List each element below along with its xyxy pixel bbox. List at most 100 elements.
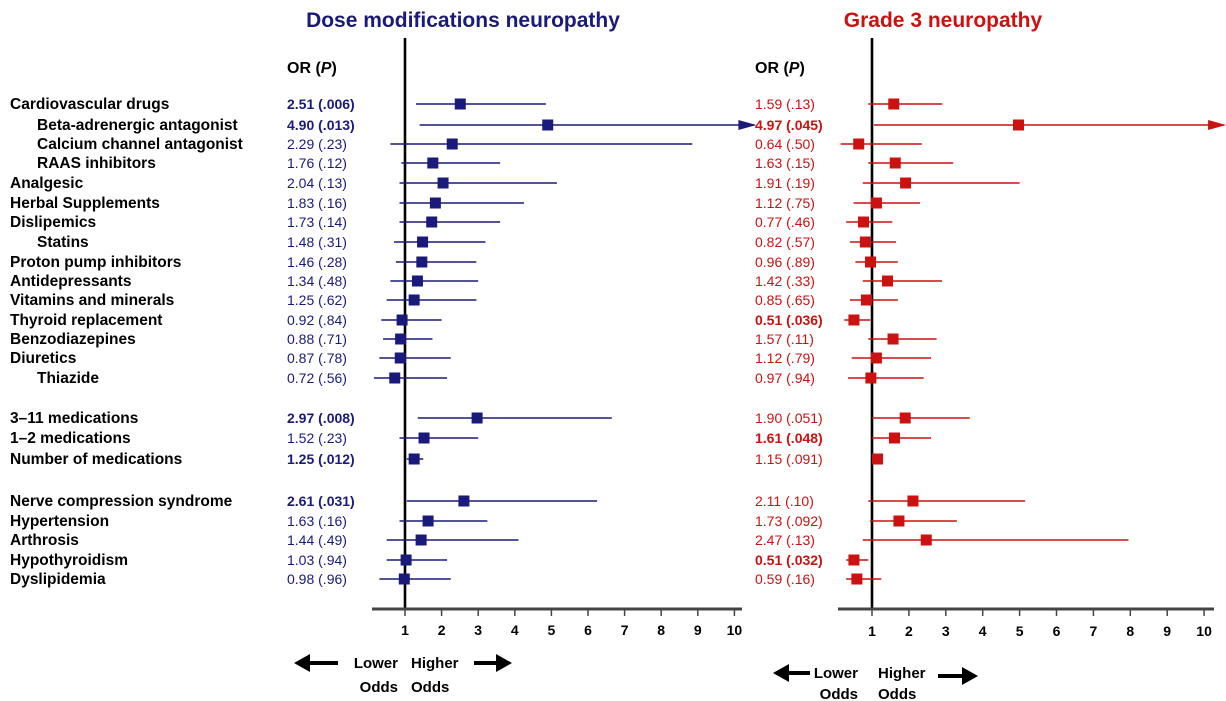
or-value: 1.46 (.28): [287, 254, 347, 270]
x-tick-label: 7: [1090, 623, 1098, 639]
lower-odds-arrow-icon: [294, 654, 338, 672]
odds-ratio-marker: [395, 333, 407, 345]
or-value: 0.77 (.46): [755, 214, 815, 230]
row-label: Hypertension: [10, 513, 109, 530]
row-label: Vitamins and minerals: [10, 292, 174, 309]
x-tick-label: 8: [657, 622, 665, 638]
or-value: 1.61 (.048): [755, 430, 823, 446]
x-tick-label: 5: [1016, 623, 1024, 639]
odds-ratio-marker: [408, 294, 420, 306]
odds-ratio-marker: [851, 573, 863, 585]
odds-ratio-marker: [872, 453, 884, 465]
odds-ratio-marker: [900, 177, 912, 189]
lower-odds-label: Odds: [820, 686, 858, 701]
or-value: 0.82 (.57): [755, 234, 815, 250]
or-value: 4.97 (.045): [755, 117, 823, 133]
or-value: 1.57 (.11): [755, 331, 814, 347]
or-value: 1.12 (.75): [755, 195, 815, 211]
odds-ratio-marker: [542, 119, 554, 131]
x-tick-label: 9: [1163, 623, 1171, 639]
higher-odds-label: Higher: [878, 665, 926, 682]
or-value: 1.91 (.19): [755, 175, 815, 191]
or-value: 1.59 (.13): [755, 96, 815, 112]
or-value: 1.25 (.62): [287, 292, 347, 308]
or-p-header: OR (P): [755, 60, 805, 77]
ci-arrow: [1208, 120, 1226, 130]
row-label: Arthrosis: [10, 532, 79, 549]
or-p-header: OR (P): [287, 60, 337, 77]
panel-title: Grade 3 neuropathy: [844, 9, 1043, 32]
or-value: 4.90 (.013): [287, 117, 355, 133]
odds-ratio-marker: [411, 275, 423, 287]
odds-ratio-marker: [389, 372, 401, 384]
row-label: Calcium channel antagonist: [37, 136, 243, 153]
row-label: 3–11 medications: [10, 410, 138, 427]
row-label: Proton pump inhibitors: [10, 254, 181, 271]
or-value: 1.73 (.092): [755, 513, 823, 529]
x-tick-label: 3: [474, 622, 482, 638]
odds-ratio-marker: [418, 432, 430, 444]
or-value: 2.47 (.13): [755, 532, 815, 548]
or-value: 0.59 (.16): [755, 571, 815, 587]
or-value: 1.73 (.14): [287, 214, 347, 230]
or-value: 0.88 (.71): [287, 331, 347, 347]
forest-panel-2: Grade 3 neuropathy OR (P) 1 2 3 4 5 6 7 8 9 10 1.59 …: [755, 9, 1226, 701]
or-value: 2.11 (.10): [755, 493, 814, 509]
odds-ratio-marker: [858, 216, 870, 228]
row-label: Antidepressants: [10, 273, 131, 290]
panel-title: Dose modifications neuropathy: [306, 9, 620, 32]
or-value: 1.52 (.23): [287, 430, 347, 446]
row-label: Statins: [37, 234, 89, 251]
x-tick-label: 8: [1126, 623, 1134, 639]
row-label: Thiazide: [37, 370, 99, 387]
higher-odds-arrow-icon: [938, 667, 978, 685]
odds-ratio-marker: [848, 314, 860, 326]
odds-ratio-marker: [426, 216, 438, 228]
higher-odds-label: Odds: [411, 679, 449, 696]
row-label: Thyroid replacement: [10, 312, 162, 329]
x-tick-label: 2: [438, 622, 446, 638]
or-value: 0.85 (.65): [755, 292, 815, 308]
odds-ratio-marker: [887, 333, 899, 345]
or-value: 1.76 (.12): [287, 155, 347, 171]
odds-ratio-marker: [446, 138, 458, 150]
row-label: Benzodiazepines: [10, 331, 136, 348]
x-tick-label: 6: [1053, 623, 1061, 639]
odds-ratio-marker: [400, 554, 412, 566]
higher-odds-label: Higher: [411, 655, 459, 672]
row-label: Cardiovascular drugs: [10, 96, 169, 113]
row-label: Dyslipidemia: [10, 571, 106, 588]
x-tick-label: 1: [401, 622, 409, 638]
or-value: 2.97 (.008): [287, 410, 355, 426]
odds-ratio-marker: [881, 275, 893, 287]
row-label: Diuretics: [10, 350, 76, 367]
x-tick-label: 2: [905, 623, 913, 639]
row-label: Beta-adrenergic antagonist: [37, 117, 238, 134]
odds-ratio-marker: [907, 495, 919, 507]
odds-ratio-marker: [889, 432, 901, 444]
row-label: Hypothyroidism: [10, 552, 128, 569]
row-label: Nerve compression syndrome: [10, 493, 233, 510]
odds-ratio-marker: [394, 352, 406, 364]
or-value: 1.42 (.33): [755, 273, 815, 289]
odds-ratio-marker: [920, 534, 932, 546]
or-value: 1.63 (.16): [287, 513, 347, 529]
ci-arrow: [738, 120, 757, 130]
or-value: 0.72 (.56): [287, 370, 347, 386]
odds-ratio-marker: [454, 98, 466, 110]
odds-ratio-marker: [848, 554, 860, 566]
odds-ratio-marker: [870, 197, 882, 209]
higher-odds-arrow-icon: [474, 654, 512, 672]
or-value: 1.34 (.48): [287, 273, 347, 289]
or-value: 0.64 (.50): [755, 136, 815, 152]
or-value: 1.15 (.091): [755, 451, 823, 467]
row-label: Number of medications: [10, 451, 182, 468]
odds-ratio-marker: [1012, 119, 1024, 131]
or-value: 1.44 (.49): [287, 532, 347, 548]
odds-ratio-marker: [417, 236, 429, 248]
forest-panel-1: Dose modifications neuropathy OR (P) 1 2 3 4 5…: [10, 9, 757, 696]
or-value: 2.04 (.13): [287, 175, 347, 191]
odds-ratio-marker: [889, 157, 901, 169]
x-tick-label: 5: [548, 622, 556, 638]
or-value: 1.83 (.16): [287, 195, 347, 211]
